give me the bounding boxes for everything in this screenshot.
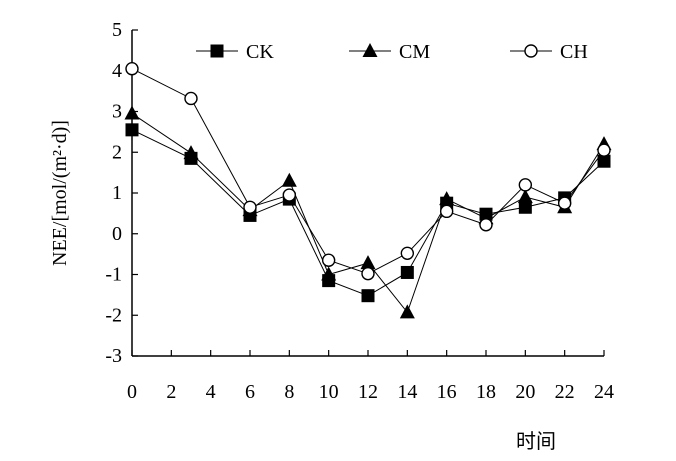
legend-label-cm: CM: [399, 41, 430, 63]
point-ch: [321, 253, 336, 267]
point-cm: [281, 172, 297, 187]
y-axis-title: NEE/[mol/(m²·d)]: [49, 120, 71, 266]
x-axis-title: 时间: [516, 430, 556, 453]
y-tick-label: 0: [112, 223, 122, 245]
legend-item-ck: CK: [196, 41, 274, 63]
x-tick-label: 12: [358, 381, 378, 403]
series-cm: [124, 105, 612, 319]
legend-marker-ch: [524, 44, 538, 58]
legend-label-ch: CH: [560, 41, 588, 63]
point-cm: [360, 255, 376, 270]
x-tick-label: 22: [555, 381, 575, 403]
point-ch: [125, 62, 139, 76]
x-tick-label: 16: [437, 381, 457, 403]
point-cm: [439, 191, 455, 206]
y-tick-label: 4: [112, 60, 122, 82]
point-cm: [124, 105, 140, 120]
point-ch: [439, 204, 454, 219]
point-ch: [184, 91, 198, 106]
x-tick-label: 20: [515, 381, 535, 403]
legend-item-ch: CH: [510, 41, 588, 63]
y-tick-label: -1: [105, 264, 122, 286]
series-line-cm: [131, 113, 605, 314]
point-ch: [597, 143, 611, 157]
point-ch: [518, 178, 533, 192]
y-tick-label: 1: [112, 182, 122, 204]
x-tick-label: 4: [206, 381, 216, 403]
point-cm: [399, 304, 415, 319]
y-tick-label: 3: [112, 101, 122, 123]
point-ch: [400, 246, 415, 261]
legend-marker-ck: [210, 44, 224, 58]
y-tick-label: -2: [105, 304, 122, 326]
x-tick-label: 6: [245, 381, 255, 403]
point-cm: [517, 189, 533, 204]
legend-marker-cm: [362, 43, 378, 57]
point-ch: [243, 200, 257, 214]
point-ch: [557, 196, 572, 210]
point-ck: [597, 154, 611, 168]
legend-item-cm: CM: [349, 41, 430, 63]
x-tick-label: 8: [284, 381, 294, 403]
legend-label-ck: CK: [246, 41, 274, 63]
point-cm: [183, 145, 199, 160]
legend: CK CM CH: [196, 41, 588, 63]
x-tick-label: 24: [594, 381, 614, 403]
point-ck: [400, 265, 414, 279]
x-tick-label: 10: [319, 381, 339, 403]
y-tick-label: -3: [105, 345, 122, 367]
y-tick-label: 5: [112, 19, 122, 41]
series-layer: [124, 62, 612, 319]
point-ck: [125, 123, 139, 137]
x-tick-label: 18: [476, 381, 496, 403]
y-tick-label: 2: [112, 141, 122, 163]
point-ch: [479, 218, 493, 232]
point-ck: [361, 289, 375, 303]
x-tick-label: 14: [397, 381, 417, 403]
x-tick-label: 0: [127, 381, 137, 403]
series-ch: [125, 62, 611, 281]
series-line-ch: [131, 68, 605, 275]
point-ck: [518, 200, 532, 214]
series-line-ck: [131, 129, 605, 297]
point-cm: [321, 266, 337, 281]
x-tick-label: 2: [166, 381, 176, 403]
point-ch: [361, 266, 375, 281]
point-ch: [282, 188, 297, 202]
